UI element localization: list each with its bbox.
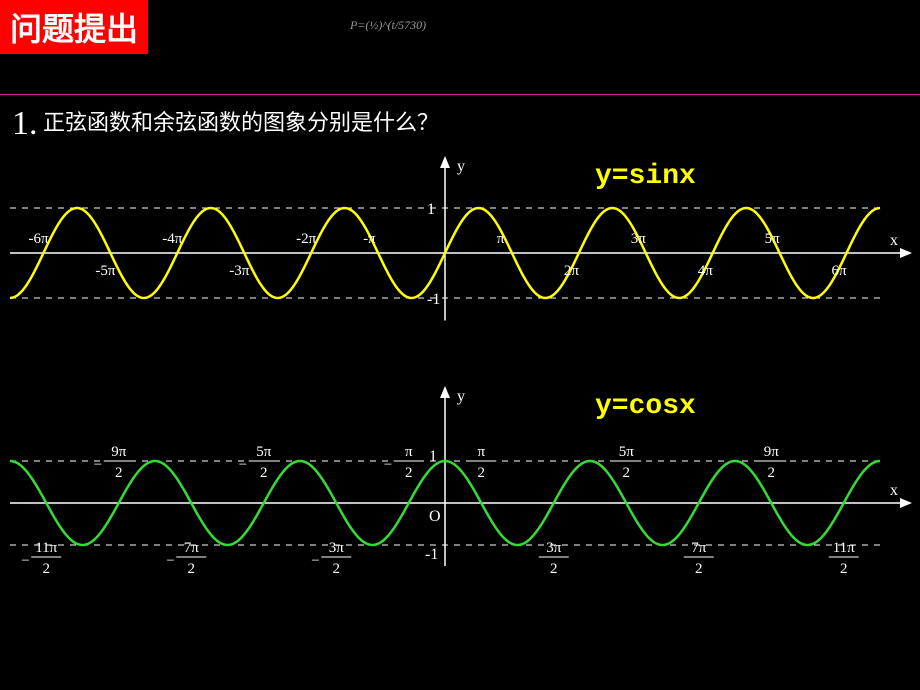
svg-text:x: x bbox=[890, 482, 898, 499]
svg-text:2: 2 bbox=[768, 465, 776, 481]
svg-text:-1: -1 bbox=[427, 291, 440, 308]
svg-text:3π: 3π bbox=[546, 540, 562, 556]
svg-text:y=cosx: y=cosx bbox=[595, 391, 696, 422]
svg-text:−: − bbox=[21, 553, 29, 569]
svg-text:6π: 6π bbox=[832, 263, 848, 279]
svg-text:-2π: -2π bbox=[296, 231, 316, 247]
svg-text:9π: 9π bbox=[764, 444, 780, 460]
svg-text:2: 2 bbox=[840, 561, 848, 577]
svg-text:−: − bbox=[166, 553, 174, 569]
svg-text:−: − bbox=[311, 553, 319, 569]
svg-text:-1: -1 bbox=[425, 546, 438, 563]
svg-text:O: O bbox=[429, 508, 441, 525]
svg-text:2π: 2π bbox=[564, 263, 580, 279]
svg-text:11π: 11π bbox=[35, 540, 57, 556]
question-number: 1. bbox=[12, 105, 38, 142]
svg-text:3π: 3π bbox=[329, 540, 345, 556]
header-title: 问题提出 bbox=[0, 0, 148, 54]
svg-text:2: 2 bbox=[115, 465, 123, 481]
svg-text:2: 2 bbox=[405, 465, 413, 481]
sin-graph: y x 1 -1 -6π -4π -2π -π π 3π 5π -5π -3π 2π 4π 6π y=sinx bbox=[0, 153, 920, 373]
svg-text:-4π: -4π bbox=[162, 231, 182, 247]
svg-text:7π: 7π bbox=[184, 540, 200, 556]
svg-text:−: − bbox=[239, 457, 247, 473]
svg-text:-π: -π bbox=[363, 231, 376, 247]
svg-text:y: y bbox=[457, 388, 465, 405]
svg-text:−: − bbox=[384, 457, 392, 473]
question-line: 1. 正弦函数和余弦函数的图象分别是什么？ bbox=[12, 105, 920, 143]
separator bbox=[0, 94, 920, 95]
svg-text:y: y bbox=[457, 158, 465, 175]
svg-text:2: 2 bbox=[478, 465, 486, 481]
svg-text:2: 2 bbox=[333, 561, 341, 577]
svg-text:1: 1 bbox=[427, 201, 435, 218]
svg-text:x: x bbox=[890, 232, 898, 249]
svg-text:5π: 5π bbox=[619, 444, 635, 460]
svg-text:9π: 9π bbox=[111, 444, 127, 460]
svg-text:11π: 11π bbox=[833, 540, 855, 556]
svg-text:4π: 4π bbox=[698, 263, 714, 279]
svg-text:7π: 7π bbox=[691, 540, 707, 556]
svg-text:2: 2 bbox=[260, 465, 268, 481]
svg-text:5π: 5π bbox=[256, 444, 272, 460]
svg-text:-3π: -3π bbox=[229, 263, 249, 279]
decay-formula: P=(½)^(t/5730) bbox=[350, 18, 426, 33]
svg-text:π: π bbox=[405, 444, 413, 460]
svg-text:-6π: -6π bbox=[28, 231, 48, 247]
cos-graph: yx1-1O−9π2−5π2−π2π25π29π2−11π2−7π2−3π23π… bbox=[0, 383, 920, 603]
svg-text:3π: 3π bbox=[631, 231, 647, 247]
svg-text:2: 2 bbox=[695, 561, 703, 577]
question-text: 正弦函数和余弦函数的图象分别是什么？ bbox=[43, 110, 439, 135]
svg-text:y=sinx: y=sinx bbox=[595, 161, 696, 192]
svg-text:π: π bbox=[477, 444, 485, 460]
svg-text:2: 2 bbox=[550, 561, 558, 577]
svg-text:1: 1 bbox=[429, 448, 437, 465]
svg-text:-5π: -5π bbox=[95, 263, 115, 279]
svg-text:−: − bbox=[94, 457, 102, 473]
svg-text:2: 2 bbox=[623, 465, 631, 481]
svg-text:2: 2 bbox=[188, 561, 196, 577]
svg-text:π: π bbox=[497, 231, 505, 247]
svg-text:5π: 5π bbox=[765, 231, 781, 247]
svg-text:2: 2 bbox=[43, 561, 51, 577]
